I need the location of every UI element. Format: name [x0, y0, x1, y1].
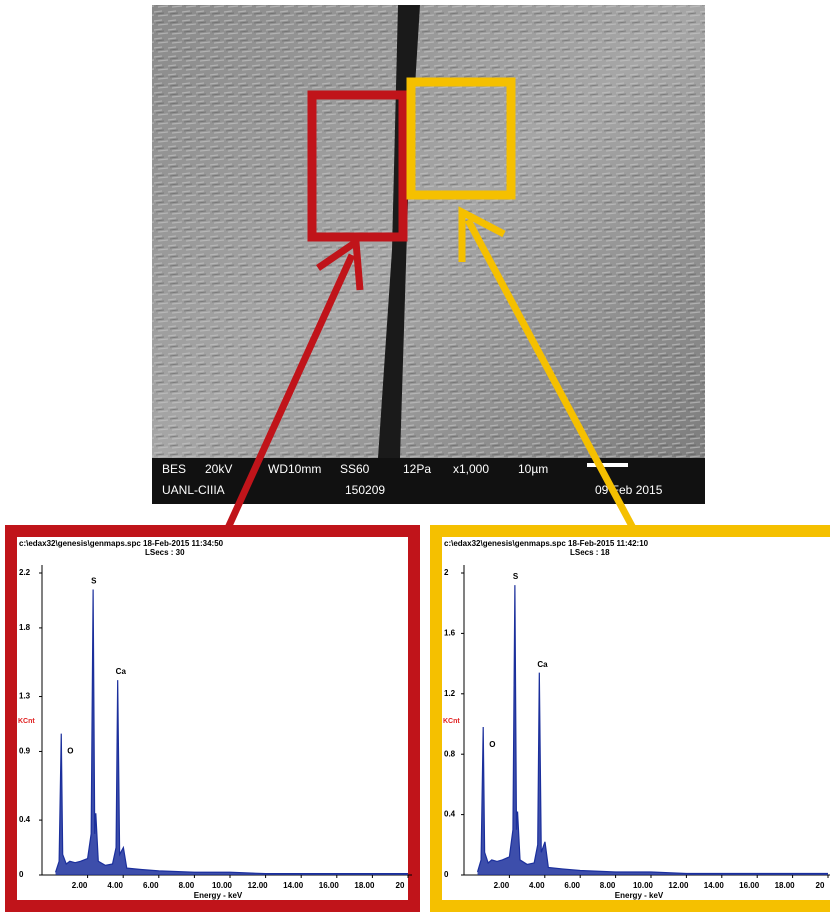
sem-info-text: 150209: [345, 483, 385, 497]
x-tick-label: 6.00: [564, 881, 580, 890]
sem-texture: [152, 5, 705, 458]
sem-info-text: SS60: [340, 462, 370, 476]
x-tick-label: 14.00: [283, 881, 304, 890]
x-tick-label: 8.00: [179, 881, 195, 890]
x-tick-label: 8.00: [600, 881, 616, 890]
sem-info-text: UANL-CIIIA: [162, 483, 225, 497]
x-tick-label: 4.00: [107, 881, 123, 890]
y-tick-label: 0: [444, 870, 449, 879]
sem-info-text: 10µm: [518, 462, 548, 476]
x-tick-label: 12.00: [668, 881, 689, 890]
x-axis-label: Energy - keV: [194, 891, 243, 900]
y-tick-label: 0.4: [19, 815, 31, 824]
x-tick-label: 14.00: [704, 881, 725, 890]
spectra: c:\edax32\genesis\genmaps.spc 18-Feb-201…: [11, 531, 830, 906]
x-tick-label: 20: [396, 881, 405, 890]
peak-label: S: [91, 577, 97, 586]
peak-label: Ca: [537, 660, 548, 669]
x-tick-label: 18.00: [775, 881, 796, 890]
y-tick-label: 0.9: [19, 747, 31, 756]
y-tick-label: 1.6: [444, 629, 456, 638]
x-tick-label: 10.00: [212, 881, 233, 890]
x-tick-label: 10.00: [633, 881, 654, 890]
peak-label: O: [67, 747, 73, 756]
panel-frame: [436, 531, 830, 906]
spectrum-title: c:\edax32\genesis\genmaps.spc 18-Feb-201…: [444, 539, 649, 548]
sem-image: [152, 5, 705, 504]
spectrum-title: c:\edax32\genesis\genmaps.spc 18-Feb-201…: [19, 539, 224, 548]
x-tick-label: 20: [816, 881, 825, 890]
y-axis-label: KCnt: [443, 718, 460, 725]
peak-label: Ca: [116, 667, 127, 676]
x-tick-label: 18.00: [354, 881, 375, 890]
sem-info-text: 09 Feb 2015: [595, 483, 663, 497]
x-tick-label: 6.00: [143, 881, 159, 890]
sem-info-text: x1,000: [453, 462, 489, 476]
sem-info-text: 12Pa: [403, 462, 431, 476]
sem-info-text: WD10mm: [268, 462, 321, 476]
y-tick-label: 1.2: [444, 689, 456, 698]
y-tick-label: 0.8: [444, 749, 456, 758]
x-tick-label: 2.00: [494, 881, 510, 890]
x-tick-label: 16.00: [739, 881, 760, 890]
x-tick-label: 4.00: [529, 881, 545, 890]
x-axis-label: Energy - keV: [615, 891, 664, 900]
x-tick-label: 16.00: [319, 881, 340, 890]
spectrum-subtitle: LSecs : 18: [570, 548, 610, 557]
y-tick-label: 0: [19, 870, 24, 879]
peak-label: S: [513, 572, 519, 581]
y-tick-label: 2: [444, 568, 449, 577]
y-tick-label: 1.8: [19, 623, 31, 632]
spectrum-subtitle: LSecs : 30: [145, 548, 185, 557]
x-tick-label: 12.00: [248, 881, 269, 890]
y-tick-label: 1.3: [19, 692, 31, 701]
sem-info-text: BES: [162, 462, 186, 476]
y-tick-label: 0.4: [444, 810, 456, 819]
figure: BES 20kV WD10mm SS60 12Pa x1,000 10µm UANL-CIII…: [0, 0, 830, 917]
y-tick-label: 2.2: [19, 568, 31, 577]
y-axis-label: KCnt: [18, 718, 35, 725]
panel-frame: [11, 531, 414, 906]
x-tick-label: 2.00: [72, 881, 88, 890]
peak-label: O: [489, 740, 495, 749]
sem-info-text: 20kV: [205, 462, 232, 476]
